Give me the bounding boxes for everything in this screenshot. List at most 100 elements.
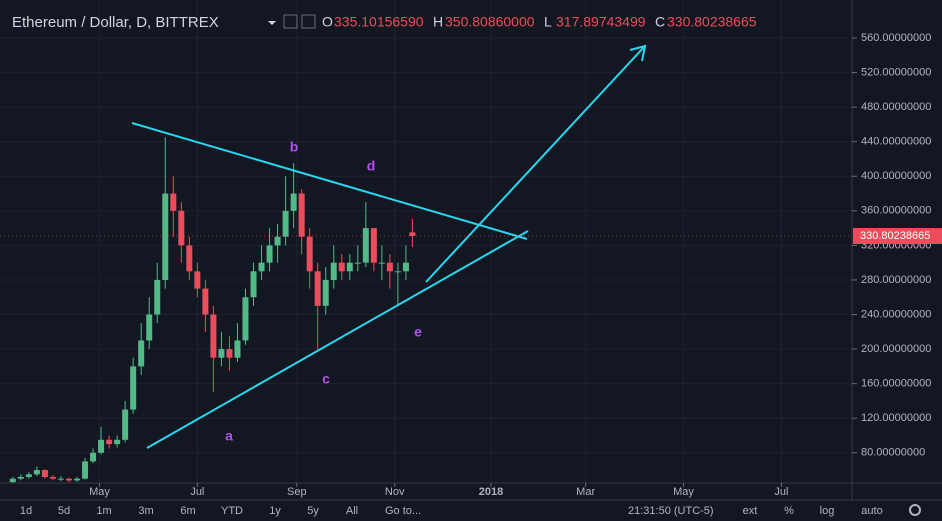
- scale-option[interactable]: log: [820, 505, 835, 517]
- candle-body: [74, 478, 81, 481]
- range-button[interactable]: 6m: [180, 505, 195, 517]
- hide-icon[interactable]: [301, 14, 316, 29]
- clock: 21:31:50 (UTC-5): [628, 505, 714, 517]
- candle-body: [258, 262, 265, 272]
- y-tick-label: 280.00000000: [861, 274, 931, 286]
- candle-body: [346, 262, 353, 272]
- goto-button[interactable]: Go to...: [385, 505, 421, 517]
- candle-body: [65, 478, 72, 481]
- range-button[interactable]: All: [346, 505, 358, 517]
- settings-icon[interactable]: [283, 14, 298, 29]
- x-tick-label: Jul: [774, 486, 788, 498]
- candle-body: [82, 461, 89, 479]
- range-button[interactable]: 1d: [20, 505, 32, 517]
- y-tick-label: 440.00000000: [861, 136, 931, 148]
- candle-body: [266, 245, 273, 263]
- wave-label: d: [367, 158, 376, 174]
- wave-label: a: [225, 428, 233, 444]
- y-tick-label: 240.00000000: [861, 308, 931, 320]
- candle-body: [106, 439, 113, 445]
- candle-body: [98, 439, 105, 453]
- candle-body: [210, 314, 217, 358]
- candle-body: [394, 271, 401, 273]
- range-button[interactable]: 3m: [138, 505, 153, 517]
- ohlc-value: 335.10156590: [334, 14, 424, 30]
- x-tick-label: May: [673, 486, 694, 498]
- candle-body: [162, 193, 169, 280]
- candle-body: [25, 474, 32, 477]
- candle-body: [338, 262, 345, 272]
- candle-body: [409, 232, 416, 237]
- last-price-tag: [853, 228, 942, 245]
- x-tick-label: Mar: [576, 486, 595, 498]
- scale-option[interactable]: ext: [743, 505, 758, 517]
- candle-body: [354, 262, 361, 264]
- x-tick-label: Sep: [287, 486, 307, 498]
- candle-body: [130, 366, 137, 410]
- candle-body: [370, 228, 377, 263]
- ohlc-value: 317.89743499: [556, 14, 646, 30]
- candle-body: [33, 470, 40, 475]
- drawings: [131, 44, 647, 449]
- candle-body: [186, 245, 193, 272]
- candle-body: [402, 262, 409, 272]
- y-tick-label: 480.00000000: [861, 101, 931, 113]
- upper-trendline: [131, 122, 528, 240]
- candle-body: [330, 262, 337, 280]
- ohlc-key: C: [655, 14, 665, 30]
- candle-body: [41, 470, 48, 477]
- y-tick-label: 520.00000000: [861, 66, 931, 78]
- range-button[interactable]: 1y: [269, 505, 281, 517]
- ohlc-value: 350.80860000: [445, 14, 535, 30]
- scale-option[interactable]: %: [784, 505, 794, 517]
- candle-body: [114, 439, 121, 445]
- candle-body: [154, 279, 161, 315]
- candle-body: [49, 476, 56, 479]
- grid: [0, 0, 852, 483]
- dropdown-arrow[interactable]: [268, 21, 276, 25]
- candle-body: [234, 340, 241, 358]
- y-tick-label: 120.00000000: [861, 412, 931, 424]
- y-tick-label: 200.00000000: [861, 343, 931, 355]
- wave-label: c: [322, 371, 330, 387]
- candle-body: [226, 349, 233, 358]
- candle-body: [146, 314, 153, 341]
- candle-body: [218, 349, 225, 358]
- wave-label: e: [414, 324, 422, 340]
- candle-body: [202, 288, 209, 315]
- candle-body: [9, 478, 16, 483]
- ohlc-key: L: [544, 14, 552, 30]
- candle-body: [290, 193, 297, 211]
- candle-body: [170, 193, 177, 211]
- ohlc-key: O: [322, 14, 333, 30]
- candle-body: [314, 271, 321, 306]
- y-tick-label: 400.00000000: [861, 170, 931, 182]
- range-button[interactable]: YTD: [221, 505, 243, 517]
- x-tick-label: Nov: [385, 486, 405, 498]
- settings-gear[interactable]: [909, 504, 921, 516]
- x-tick-label: 2018: [479, 486, 503, 498]
- candle-body: [138, 340, 145, 367]
- lower-trendline: [146, 230, 529, 449]
- candle-body: [298, 193, 305, 237]
- projection-arrow: [425, 45, 646, 283]
- last-price-label: 330.80238665: [860, 230, 930, 242]
- scale-option[interactable]: auto: [861, 505, 882, 517]
- candle-body: [90, 452, 97, 462]
- y-tick-label: 560.00000000: [861, 32, 931, 44]
- candle-body: [282, 210, 289, 237]
- x-tick-label: Jul: [190, 486, 204, 498]
- candle-body: [57, 478, 64, 480]
- arrow-head: [629, 44, 647, 62]
- range-button[interactable]: 1m: [96, 505, 111, 517]
- candle-body: [306, 236, 313, 272]
- range-button[interactable]: 5y: [307, 505, 319, 517]
- range-button[interactable]: 5d: [58, 505, 70, 517]
- y-tick-label: 80.00000000: [861, 447, 925, 459]
- symbol-title[interactable]: Ethereum / Dollar, D, BITTREX: [12, 14, 219, 31]
- candle-body: [378, 262, 385, 264]
- candle-body: [242, 297, 249, 341]
- candle-body: [322, 279, 329, 306]
